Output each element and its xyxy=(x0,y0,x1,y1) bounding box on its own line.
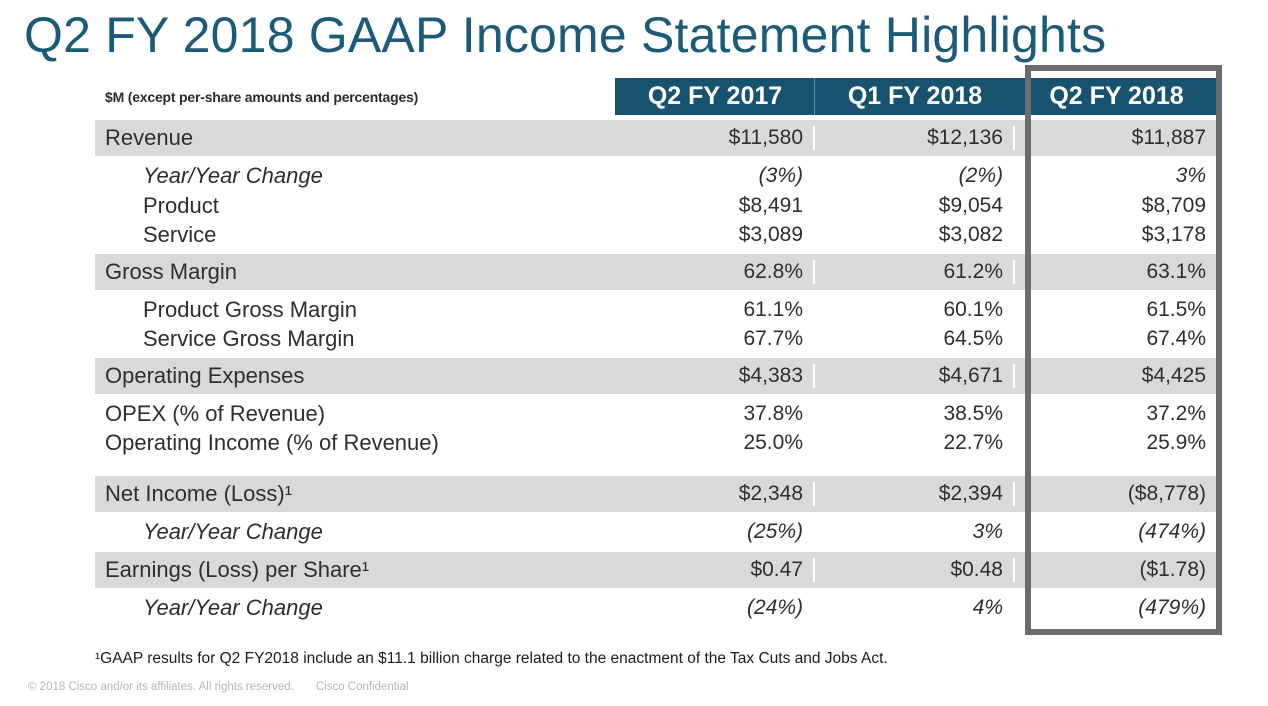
row-value-q2-fy-2018: ($1.78) xyxy=(1139,558,1206,581)
row-value-q2-fy-2018: 61.5% xyxy=(1146,297,1206,321)
row-value-q2-fy-2018: 63.1% xyxy=(1146,260,1206,283)
row-value-q2-fy-2018: 3% xyxy=(1175,164,1206,187)
row-label: Earnings (Loss) per Share¹ xyxy=(105,557,370,582)
table-body: Revenue $11,580 $12,136 $11,887 Year/Year Ch… xyxy=(95,120,1218,623)
row-value-q1-fy-2018: $0.48 xyxy=(815,558,1015,582)
confidential-label: Cisco Confidential xyxy=(315,681,409,693)
row-value-q2-fy-2017: $11,580 xyxy=(615,126,815,150)
row-value-q2-fy-2018: (474%) xyxy=(1138,520,1206,543)
table-row: Product $8,491 $9,054 $8,709 xyxy=(95,191,1218,220)
row-value-q1-fy-2018: $4,671 xyxy=(815,364,1015,388)
row-value-q2-fy-2018: 25.9% xyxy=(1146,430,1206,454)
row-value-q2-fy-2017: $4,383 xyxy=(615,364,815,388)
row-value-q2-fy-2018: $8,709 xyxy=(1141,193,1206,217)
table-row: Product Gross Margin 61.1% 60.1% 61.5% xyxy=(95,295,1218,324)
row-label: Operating Income (% of Revenue) xyxy=(105,429,439,455)
table-row: Year/Year Change (25%) 3% (474%) xyxy=(95,517,1218,547)
row-value-q2-fy-2017: (3%) xyxy=(758,164,803,187)
row-value-q1-fy-2018: 3% xyxy=(972,520,1003,543)
table-row: OPEX (% of Revenue) 37.8% 38.5% 37.2% xyxy=(95,399,1218,428)
row-label: Product xyxy=(143,192,219,218)
row-label: Gross Margin xyxy=(105,259,238,284)
table-row: Revenue $11,580 $12,136 $11,887 xyxy=(95,120,1218,156)
table-row: Operating Expenses $4,383 $4,671 $4,425 xyxy=(95,358,1218,394)
row-value-q2-fy-2018: 67.4% xyxy=(1146,326,1206,350)
table-row: Service $3,089 $3,082 $3,178 xyxy=(95,220,1218,249)
row-label: Service xyxy=(143,221,217,247)
row-value-q1-fy-2018: 60.1% xyxy=(943,297,1003,321)
table-row: Operating Income (% of Revenue) 25.0% 22.7… xyxy=(95,428,1218,457)
footnote: ¹GAAP results for Q2 FY2018 include an $… xyxy=(95,650,888,667)
row-value-q1-fy-2018: $9,054 xyxy=(938,193,1003,217)
row-value-q2-fy-2018: (479%) xyxy=(1138,596,1206,619)
table-row: Gross Margin 62.8% 61.2% 63.1% xyxy=(95,254,1218,290)
row-label: Revenue xyxy=(105,125,194,150)
row-label: OPEX (% of Revenue) xyxy=(105,400,326,426)
row-value-q2-fy-2017: 25.0% xyxy=(743,430,803,454)
table-row: Net Income (Loss)¹ $2,348 $2,394 ($8,778) xyxy=(95,476,1218,512)
unit-label: $M (except per-share amounts and percent… xyxy=(105,88,419,105)
page-title: Q2 FY 2018 GAAP Income Statement Highlig… xyxy=(24,7,1107,63)
row-value-q2-fy-2017: 62.8% xyxy=(615,260,815,284)
row-value-q1-fy-2018: 64.5% xyxy=(943,326,1003,350)
row-value-q2-fy-2017: $0.47 xyxy=(615,558,815,582)
row-label: Net Income (Loss)¹ xyxy=(105,481,293,506)
copyright-text: © 2018 Cisco and/or its affiliates. All … xyxy=(28,681,294,693)
row-value-q2-fy-2017: $3,089 xyxy=(738,222,803,246)
row-value-q1-fy-2018: (2%) xyxy=(958,164,1003,187)
row-value-q2-fy-2017: (25%) xyxy=(746,520,803,543)
table-row: Earnings (Loss) per Share¹ $0.47 $0.48 ($1.… xyxy=(95,552,1218,588)
row-value-q1-fy-2018: $3,082 xyxy=(938,222,1003,246)
row-value-q1-fy-2018: $2,394 xyxy=(815,482,1015,506)
column-header-q2-fy-2017: Q2 FY 2017 xyxy=(615,78,815,115)
row-value-q2-fy-2017: (24%) xyxy=(746,596,803,619)
row-value-q2-fy-2018: 37.2% xyxy=(1146,401,1206,425)
table-row: Year/Year Change (3%) (2%) 3% xyxy=(95,161,1218,191)
column-header-q1-fy-2018: Q1 FY 2018 xyxy=(815,78,1015,115)
income-statement-table: $M (except per-share amounts and percent… xyxy=(95,65,1222,635)
row-value-q2-fy-2017: $2,348 xyxy=(615,482,815,506)
row-label: Year/Year Change xyxy=(143,595,323,620)
column-header-q2-fy-2018: Q2 FY 2018 xyxy=(1015,78,1218,115)
row-value-q2-fy-2018: ($8,778) xyxy=(1127,482,1206,505)
row-value-q2-fy-2017: 37.8% xyxy=(743,401,803,425)
row-value-q1-fy-2018: 22.7% xyxy=(943,430,1003,454)
row-value-q2-fy-2018: $11,887 xyxy=(1131,126,1206,149)
table-row: Service Gross Margin 67.7% 64.5% 67.4% xyxy=(95,324,1218,353)
copyright: © 2018 Cisco and/or its affiliates. All … xyxy=(28,681,409,693)
table-header-row: $M (except per-share amounts and percent… xyxy=(95,78,1218,115)
row-label: Service Gross Margin xyxy=(143,325,355,351)
row-value-q2-fy-2017: 61.1% xyxy=(743,297,803,321)
row-value-q2-fy-2018: $4,425 xyxy=(1141,364,1206,387)
row-value-q2-fy-2018: $3,178 xyxy=(1141,222,1206,246)
row-value-q1-fy-2018: 38.5% xyxy=(943,401,1003,425)
row-value-q1-fy-2018: 61.2% xyxy=(815,260,1015,284)
row-label: Operating Expenses xyxy=(105,363,305,388)
table-row: Year/Year Change (24%) 4% (479%) xyxy=(95,593,1218,623)
row-value-q1-fy-2018: $12,136 xyxy=(815,126,1015,150)
row-value-q2-fy-2017: $8,491 xyxy=(738,193,803,217)
row-label: Product Gross Margin xyxy=(143,296,357,322)
row-value-q2-fy-2017: 67.7% xyxy=(743,326,803,350)
row-value-q1-fy-2018: 4% xyxy=(972,596,1003,619)
row-label: Year/Year Change xyxy=(143,519,323,544)
row-label: Year/Year Change xyxy=(143,163,323,188)
